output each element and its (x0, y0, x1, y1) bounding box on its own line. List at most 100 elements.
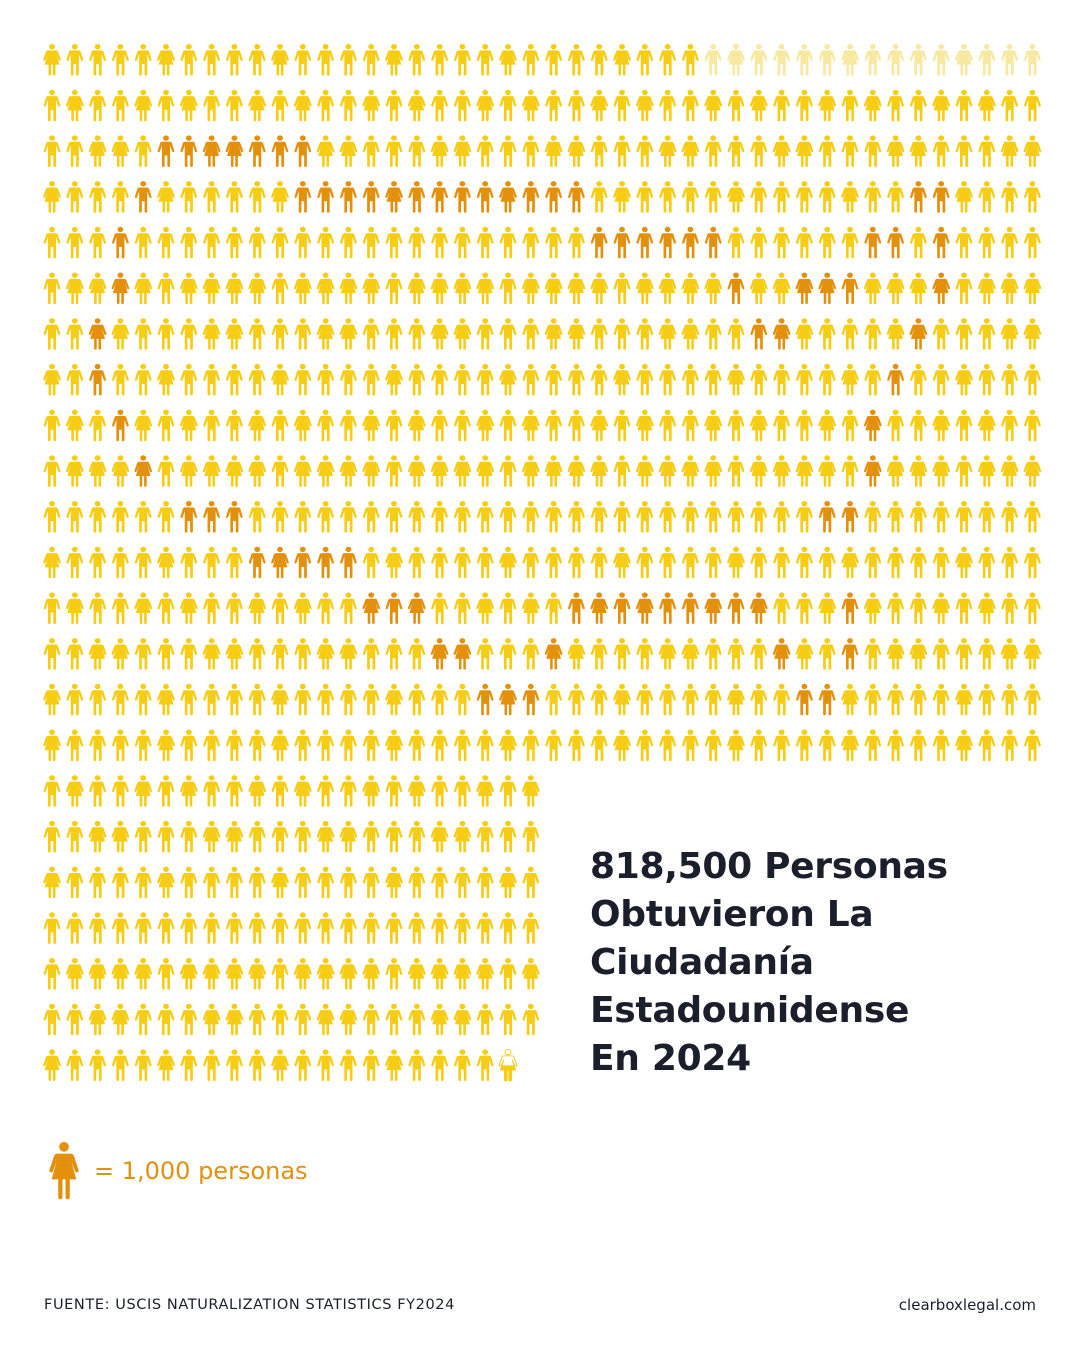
person-icon (89, 912, 107, 944)
person-icon (955, 89, 973, 122)
person-icon (453, 181, 471, 213)
person-icon (977, 592, 996, 624)
person-icon (225, 363, 243, 396)
person-icon (932, 44, 950, 76)
person-icon (1001, 409, 1019, 442)
person-icon (932, 683, 950, 716)
person-icon (339, 638, 358, 670)
person-icon (453, 1049, 471, 1081)
person-icon (316, 1003, 335, 1036)
person-icon (841, 89, 859, 122)
person-icon (66, 135, 84, 167)
person-icon (271, 363, 289, 396)
person-icon (499, 181, 517, 213)
person-icon (111, 272, 130, 305)
person-icon (545, 181, 563, 213)
person-icon (727, 592, 745, 624)
person-icon (294, 1049, 312, 1081)
person-icon (476, 683, 494, 716)
person-icon (431, 912, 449, 944)
person-icon (317, 89, 335, 122)
person-icon (1023, 318, 1042, 350)
person-icon (317, 1049, 335, 1081)
person-icon (932, 318, 950, 350)
person-icon (179, 89, 198, 122)
person-icon (613, 272, 631, 305)
person-icon (1001, 501, 1019, 533)
person-icon (111, 318, 130, 350)
person-icon (430, 135, 449, 167)
person-icon (909, 501, 927, 533)
person-icon (339, 409, 357, 442)
person-icon (362, 638, 380, 670)
person-icon (750, 44, 768, 76)
person-icon (339, 592, 357, 624)
person-icon (43, 820, 61, 853)
person-icon (271, 501, 289, 533)
person-icon (134, 820, 152, 853)
person-icon (225, 409, 243, 442)
person-icon (704, 729, 722, 762)
person-icon (339, 363, 357, 396)
person-icon (659, 592, 677, 624)
person-icon (841, 501, 859, 533)
person-icon (1000, 318, 1019, 350)
person-icon (955, 44, 973, 76)
person-icon (453, 683, 471, 716)
person-icon (179, 272, 198, 305)
person-icon (909, 729, 927, 762)
person-icon (476, 958, 495, 990)
person-icon (681, 683, 699, 716)
person-icon (795, 729, 813, 762)
person-icon (453, 363, 471, 396)
person-icon (203, 683, 221, 716)
person-icon (408, 363, 426, 396)
person-icon (453, 272, 472, 305)
person-icon (225, 44, 243, 76)
person-icon (544, 455, 563, 487)
person-icon (863, 455, 882, 487)
person-icon (43, 638, 61, 670)
person-icon (499, 135, 517, 167)
person-icon (431, 683, 449, 716)
person-icon (1001, 683, 1019, 716)
person-icon (293, 409, 312, 442)
person-icon (841, 226, 859, 259)
person-icon (385, 272, 403, 305)
person-icon (978, 501, 996, 533)
person-icon (408, 318, 426, 350)
person-icon (476, 44, 494, 76)
person-icon (864, 44, 882, 76)
person-icon (248, 592, 267, 624)
person-icon (909, 226, 927, 259)
person-icon (590, 181, 608, 213)
person-icon (317, 683, 335, 716)
person-icon (362, 546, 380, 579)
person-icon (932, 546, 950, 579)
website-link[interactable]: clearboxlegal.com (898, 1296, 1036, 1314)
person-icon (111, 1003, 130, 1036)
person-icon (66, 363, 84, 396)
person-icon (681, 592, 699, 624)
person-icon (271, 958, 289, 990)
person-icon (567, 683, 585, 716)
person-icon (932, 409, 951, 442)
person-icon (134, 912, 152, 944)
person-icon (818, 363, 836, 396)
person-icon (203, 866, 221, 899)
person-icon (955, 729, 973, 762)
person-icon (294, 501, 312, 533)
person-icon (727, 181, 745, 213)
person-icon (248, 318, 266, 350)
person-icon (453, 958, 472, 990)
person-icon (157, 89, 175, 122)
person-icon (476, 89, 495, 122)
person-icon (43, 363, 61, 396)
person-icon (66, 912, 84, 944)
person-icon (727, 409, 745, 442)
person-icon (65, 592, 84, 624)
person-icon (203, 912, 221, 944)
person-icon (271, 455, 289, 487)
person-icon (704, 89, 723, 122)
person-icon (727, 501, 745, 533)
